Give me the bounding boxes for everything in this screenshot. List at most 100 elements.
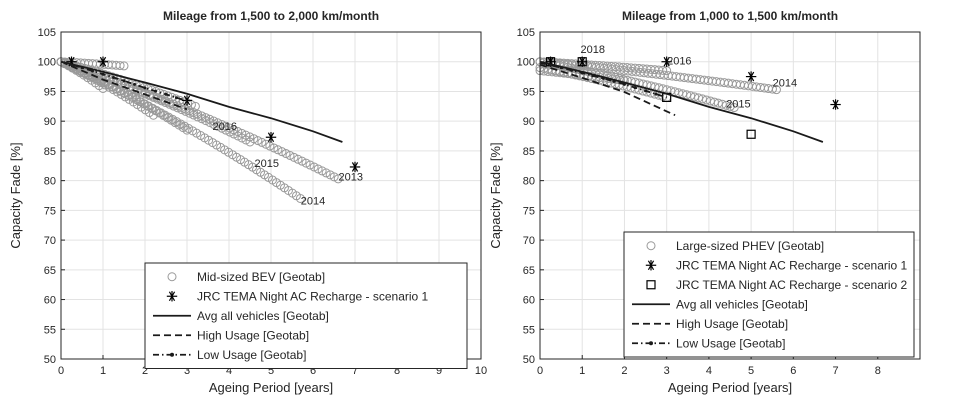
- series-layer: [535, 56, 841, 143]
- legend-asterisk-icon: [166, 291, 178, 302]
- data-point: [225, 127, 235, 137]
- data-point: [333, 174, 343, 184]
- y-tick-label: 85: [44, 146, 56, 158]
- data-point: [309, 162, 319, 172]
- data-point-asterisk: [745, 71, 757, 82]
- legend-square-icon: [646, 280, 656, 290]
- data-point: [301, 158, 311, 168]
- data-point: [119, 61, 129, 71]
- x-tick-label: 2: [142, 365, 148, 377]
- line-dot: [70, 63, 73, 67]
- circle-series: [56, 57, 343, 203]
- solid-line: [60, 60, 343, 143]
- line-dot: [133, 82, 136, 86]
- data-point: [305, 160, 315, 170]
- data-point: [213, 121, 223, 131]
- legend-asterisk-icon: [645, 260, 657, 271]
- data-point: [297, 156, 307, 166]
- dashed-line: [60, 60, 188, 111]
- x-axis-label: Ageing Period [years]: [668, 380, 792, 395]
- data-point: [261, 139, 271, 149]
- chart-title: Mileage from 1,500 to 2,000 km/month: [163, 9, 379, 23]
- legend-symbol: [646, 280, 656, 290]
- y-tick-label: 75: [523, 205, 535, 217]
- data-point: [771, 85, 781, 95]
- line-dot: [80, 66, 84, 70]
- data-point: [289, 152, 299, 162]
- y-axis-label: Capacity Fade [%]: [488, 142, 503, 248]
- legend-label: Avg all vehicles [Geotab]: [676, 297, 808, 311]
- data-point: [115, 61, 125, 71]
- data-point: [729, 103, 739, 113]
- data-point: [163, 91, 173, 101]
- x-tick-label: 4: [226, 365, 232, 377]
- legend-circle-icon: [167, 272, 177, 282]
- y-tick-label: 100: [38, 57, 56, 69]
- axes-box: [539, 31, 921, 360]
- data-point: [185, 108, 195, 118]
- line-dot: [654, 92, 658, 96]
- data-point: [725, 101, 735, 111]
- line-dot: [143, 86, 147, 90]
- data-point: [144, 91, 154, 101]
- data-point: [658, 65, 668, 75]
- line-dot: [601, 76, 605, 80]
- legend-label: Low Usage [Geotab]: [197, 348, 306, 362]
- x-tick-label: 0: [58, 365, 64, 377]
- data-point: [140, 89, 150, 99]
- data-point-square: [746, 129, 756, 139]
- data-point: [151, 87, 161, 97]
- x-tick-label: 3: [184, 365, 190, 377]
- data-point: [190, 101, 200, 111]
- data-point: [265, 141, 275, 151]
- legend-label: Low Usage [Geotab]: [676, 336, 785, 350]
- y-tick-label: 85: [523, 146, 535, 158]
- data-point-asterisk: [830, 99, 841, 110]
- data-point: [209, 119, 219, 129]
- x-tick-label: 10: [475, 365, 487, 377]
- solid-line: [539, 60, 824, 143]
- y-tick-label: 50: [523, 354, 535, 366]
- y-tick-label: 60: [523, 295, 535, 307]
- line-dot: [122, 79, 126, 83]
- legend-label: JRC TEMA Night AC Recharge - scenario 1: [197, 289, 429, 303]
- legend-dot: [649, 341, 653, 346]
- data-point: [257, 137, 267, 147]
- data-point: [205, 117, 215, 127]
- line-dot: [559, 66, 563, 70]
- line-dot: [549, 63, 553, 67]
- year-annotation: 2013: [339, 172, 363, 184]
- data-point: [193, 112, 203, 122]
- y-tick-label: 60: [44, 295, 56, 307]
- line-dot: [154, 89, 157, 93]
- data-point: [182, 125, 192, 135]
- x-tick-label: 3: [664, 365, 670, 377]
- data-point: [317, 166, 327, 176]
- line-dot: [622, 82, 626, 86]
- legend: Large-sized PHEV [Geotab] JRC TEMA Night …: [623, 231, 915, 358]
- x-tick-label: 1: [100, 365, 106, 377]
- year-annotation: 2018: [581, 44, 605, 56]
- data-point: [155, 88, 165, 98]
- year-annotation: 2015: [726, 99, 750, 111]
- x-tick-label: 5: [748, 365, 754, 377]
- data-point: [103, 71, 113, 81]
- data-point: [313, 164, 323, 174]
- data-point: [295, 193, 305, 203]
- y-tick-label: 95: [523, 86, 535, 98]
- data-point: [197, 114, 207, 124]
- line-dot: [101, 72, 105, 76]
- data-point: [285, 150, 295, 160]
- line-dot: [633, 86, 637, 90]
- legend-symbol: [153, 352, 191, 357]
- data-point-asterisk: [265, 132, 277, 143]
- chart-panel-left: 2016 2015 2013 2014 0 1 2 3 4 5 6 7 8 9 10 50 55 60 65 70 75…: [8, 9, 487, 395]
- year-annotation: 2014: [301, 195, 325, 207]
- legend-label: High Usage [Geotab]: [676, 317, 788, 331]
- x-axis-label: Ageing Period [years]: [209, 380, 333, 395]
- chart-panel-right: 2018 2016 2014 2015 0 1 2 3 4 5 6 7 8 50 55 60 65 70 75 80 8…: [488, 9, 921, 395]
- data-point: [165, 99, 175, 109]
- legend-label: Large-sized PHEV [Geotab]: [676, 239, 824, 253]
- x-tick-label: 9: [436, 365, 442, 377]
